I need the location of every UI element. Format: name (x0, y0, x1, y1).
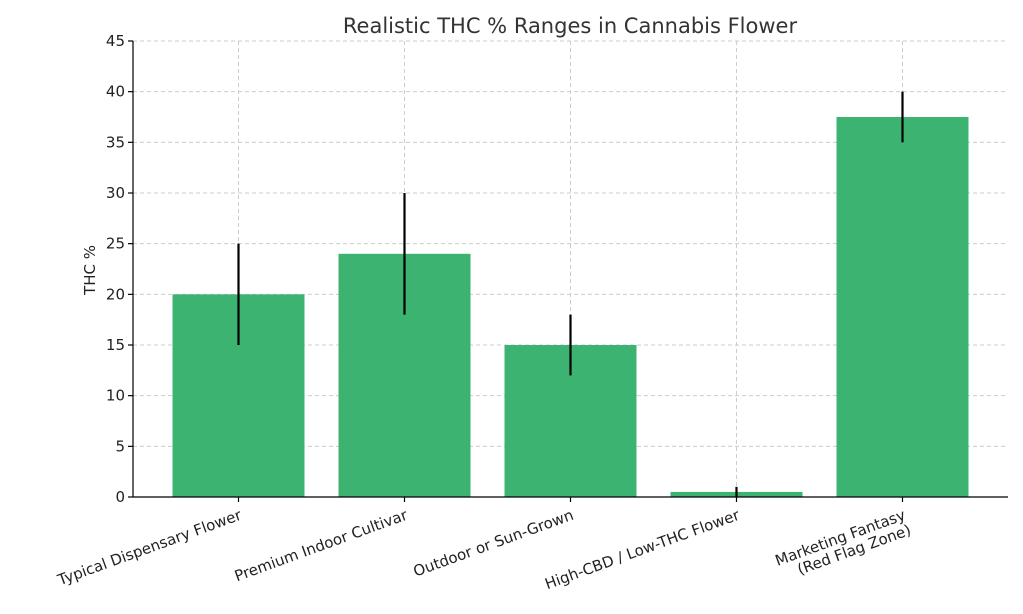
x-tick-label: Typical Dispensary Flower (54, 506, 244, 590)
x-tick-label: Marketing Fantasy(Red Flag Zone) (773, 506, 914, 585)
y-tick-label: 40 (106, 83, 125, 101)
x-tick-label: Premium Indoor Cultivar (232, 506, 411, 586)
x-tick-label-text: Marketing Fantasy(Red Flag Zone) (773, 506, 914, 585)
chart-title: Realistic THC % Ranges in Cannabis Flowe… (343, 14, 798, 38)
y-tick-label: 15 (106, 336, 125, 354)
y-ticks: 0 5 10 15 20 25 30 35 40 45 (106, 32, 133, 506)
x-tick-label-text: Typical Dispensary Flower (54, 506, 244, 590)
y-tick-label: 5 (115, 437, 125, 455)
y-tick-label: 35 (106, 133, 125, 151)
bar (836, 117, 969, 497)
x-tick-label-line: Outdoor or Sun-Grown (411, 506, 576, 581)
y-tick-label: 20 (106, 285, 125, 303)
y-tick-label: 30 (106, 184, 125, 202)
x-tick-label-text: Premium Indoor Cultivar (232, 506, 411, 586)
x-tick-label: Outdoor or Sun-Grown (411, 506, 576, 581)
error-bars (237, 91, 904, 497)
y-tick-label: 45 (106, 32, 125, 50)
y-tick-label: 0 (115, 488, 125, 506)
x-tick-label-text: Outdoor or Sun-Grown (411, 506, 576, 581)
y-tick-label: 10 (106, 387, 125, 405)
x-tick-label-line: Premium Indoor Cultivar (232, 506, 411, 586)
y-axis-label: THC % (81, 245, 99, 296)
y-tick-label: 25 (106, 235, 125, 253)
x-tick-label-line: Typical Dispensary Flower (54, 506, 244, 590)
